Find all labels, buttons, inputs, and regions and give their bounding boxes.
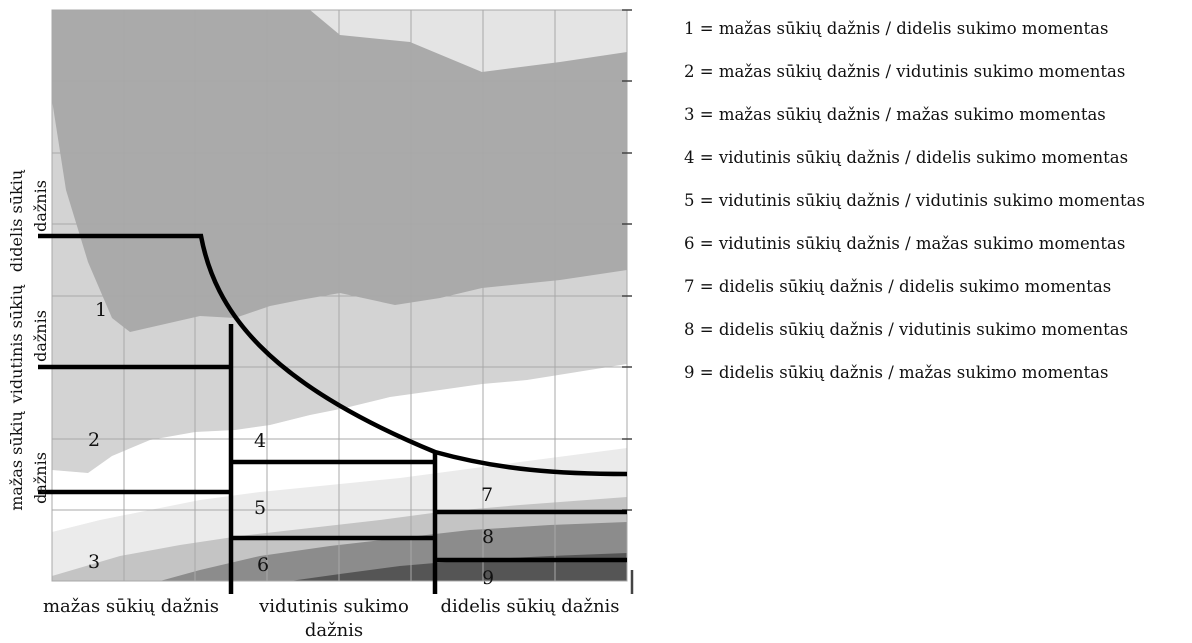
zone-numbers: 1 2 3 4 5 6 7 8 9 [88, 299, 494, 589]
zone-label-4: 4 [254, 430, 266, 452]
y-label-high-line2: dažnis [31, 180, 50, 232]
legend-item-3: 3 = mažas sūkių dažnis / mažas sukimo mo… [684, 105, 1106, 124]
zone-label-7: 7 [481, 484, 493, 506]
legend-item-8: 8 = didelis sūkių dažnis / vidutinis suk… [684, 320, 1129, 339]
x-label-mid-line2: dažnis [305, 620, 363, 641]
zone-legend: 1 = mažas sūkių dažnis / didelis sukimo … [684, 18, 1145, 405]
zone-label-8: 8 [482, 526, 494, 548]
legend-item-2: 2 = mažas sūkių dažnis / vidutinis sukim… [684, 62, 1126, 81]
zone-boundaries [38, 233, 628, 594]
y-label-high-line1: didelis sūkių [7, 169, 26, 272]
y-label-low-line2: dažnis [31, 452, 50, 504]
legend-item-1: 1 = mažas sūkių dažnis / didelis sukimo … [684, 19, 1109, 38]
power-curve [38, 233, 628, 477]
zone-label-5: 5 [254, 497, 266, 519]
right-axis-ticks [622, 9, 634, 594]
legend-item-6: 6 = vidutinis sūkių dažnis / mažas sukim… [684, 234, 1126, 253]
zone-label-6: 6 [257, 554, 269, 576]
x-axis-labels: mažas sūkių dažnis vidutinis sukimo dažn… [43, 596, 620, 641]
zone-label-3: 3 [88, 551, 100, 573]
y-label-mid-line1: vidutinis sūkių [7, 284, 26, 404]
legend-item-7: 7 = didelis sūkių dažnis / didelis sukim… [684, 277, 1112, 296]
legend-item-5: 5 = vidutinis sūkių dažnis / vidutinis s… [684, 191, 1145, 210]
legend-item-9: 9 = didelis sūkių dažnis / mažas sukimo … [684, 363, 1109, 382]
y-label-mid-line2: dažnis [31, 310, 50, 362]
torque-speed-zone-diagram: 1 2 3 4 5 6 7 8 9 mažas sūkių dažnis vid… [7, 9, 634, 641]
zone-label-9: 9 [482, 567, 494, 589]
zone-label-1: 1 [95, 299, 107, 321]
x-label-mid-line1: vidutinis sukimo [258, 596, 409, 617]
y-label-low-line1: mažas sūkių [7, 411, 26, 511]
x-label-high: didelis sūkių dažnis [440, 596, 619, 617]
legend-item-4: 4 = vidutinis sūkių dažnis / didelis suk… [684, 148, 1129, 167]
x-label-low: mažas sūkių dažnis [43, 596, 219, 617]
y-axis-labels: didelis sūkių dažnis vidutinis sūkių daž… [7, 169, 50, 511]
zone-label-2: 2 [88, 429, 100, 451]
